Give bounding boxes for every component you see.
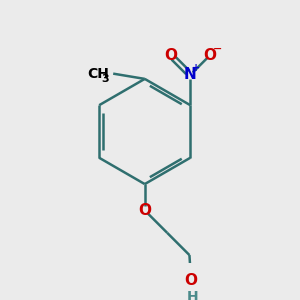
Text: CH: CH [87,67,109,81]
Text: O: O [184,273,197,288]
Text: +: + [192,63,200,74]
Text: O: O [164,48,177,63]
Text: O: O [138,203,151,218]
Text: 3: 3 [102,74,109,84]
Text: −: − [213,44,222,54]
Text: N: N [184,68,197,82]
Text: O: O [203,48,216,63]
Text: H: H [186,290,198,300]
